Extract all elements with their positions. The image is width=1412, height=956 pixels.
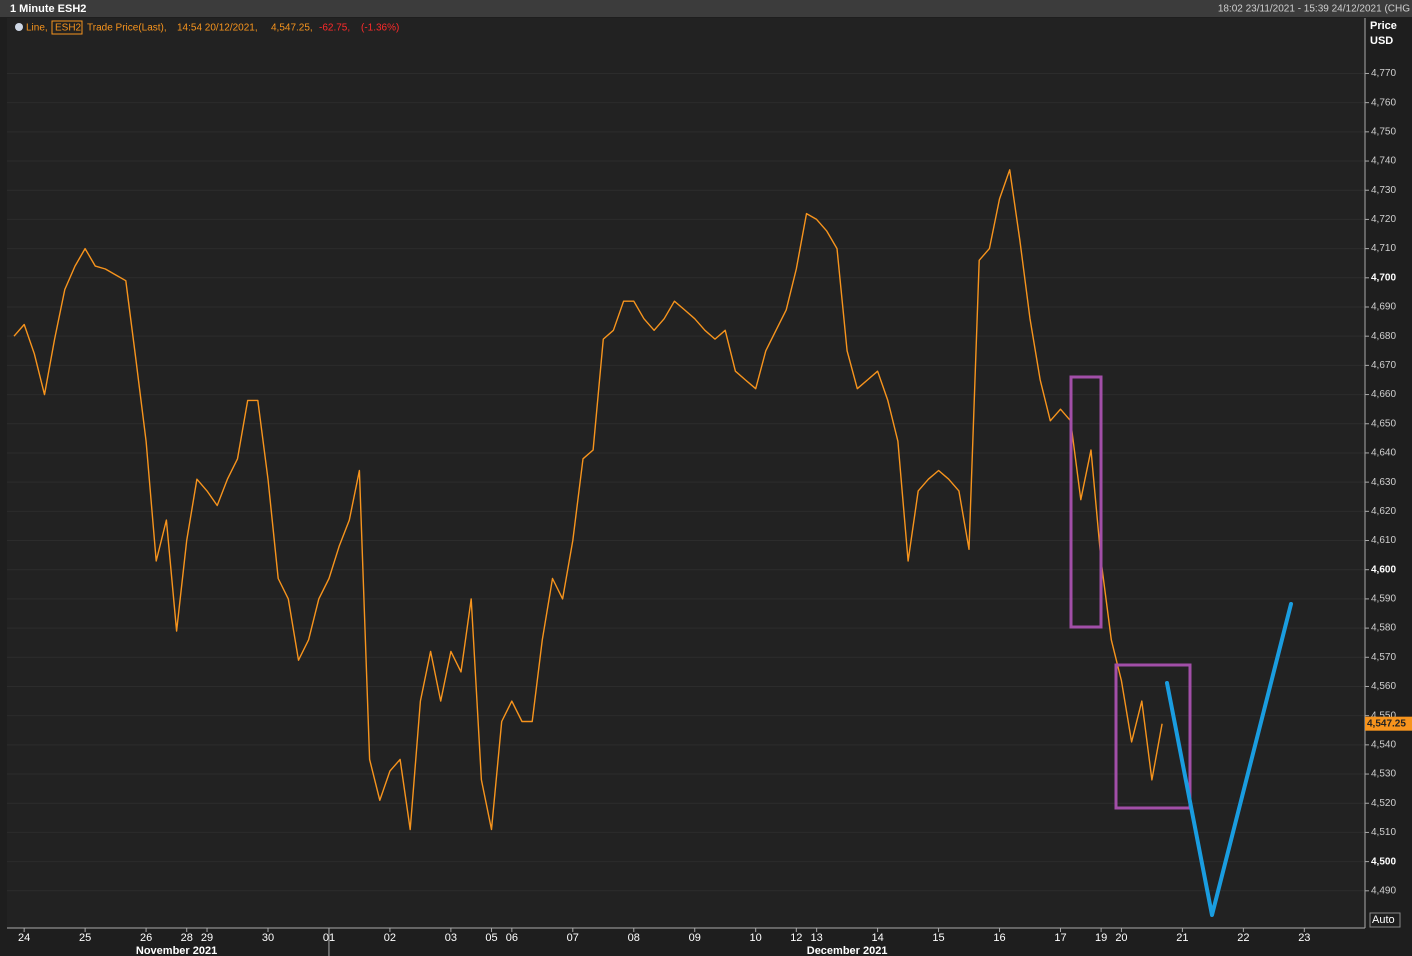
x-tick-label: 02 [384, 932, 396, 944]
x-tick-label: 16 [993, 932, 1005, 944]
x-tick-label: 10 [750, 932, 762, 944]
x-tick-label: 06 [506, 932, 518, 944]
y-tick-label: 4,720 [1371, 214, 1396, 225]
auto-label[interactable]: Auto [1372, 914, 1395, 926]
y-tick-label: 4,740 [1371, 156, 1396, 167]
highlight-box [1069, 375, 1103, 629]
axes: 4,490 4,500 4,510 4,520 4,530 4,540 4,550 4,560… [7, 18, 1412, 956]
date-range: 18:02 23/11/2021 - 15:39 24/12/2021 (CHG [1218, 4, 1410, 15]
month-label: November 2021 [136, 945, 217, 956]
y-tick-label: 4,670 [1371, 360, 1396, 371]
y-tick-label: 4,750 [1371, 126, 1396, 137]
legend-field: Trade Price(Last), [87, 23, 167, 34]
y-tick-label: 4,580 [1371, 623, 1396, 634]
y-tick-label: 4,530 [1371, 769, 1396, 780]
y-tick-label: 4,630 [1371, 477, 1396, 488]
x-tick-label: 23 [1298, 932, 1310, 944]
y-tick-label: 4,700 [1371, 272, 1396, 283]
y-tick-label: 4,490 [1371, 885, 1396, 896]
x-tick-label: 22 [1237, 932, 1249, 944]
x-tick-label: 25 [79, 932, 91, 944]
x-tick-label: 19 [1095, 932, 1107, 944]
x-tick-label: 20 [1115, 932, 1127, 944]
legend-icon [15, 23, 23, 31]
x-tick-label: 17 [1054, 932, 1066, 944]
y-tick-label: 4,730 [1371, 185, 1396, 196]
legend-time: 14:54 20/12/2021, [177, 23, 258, 34]
x-tick-label: 05 [485, 932, 497, 944]
y-tick-label: 4,660 [1371, 389, 1396, 400]
month-label: December 2021 [807, 945, 888, 956]
chart-title: 1 Minute ESH2 [10, 3, 86, 15]
legend-box [51, 20, 83, 35]
y-tick-label: 4,620 [1371, 506, 1396, 517]
y-tick-label: 4,610 [1371, 535, 1396, 546]
marks [13, 169, 1163, 831]
x-tick-label: 08 [628, 932, 640, 944]
legend-series: ESH2 [55, 23, 82, 34]
highlight-box [1114, 663, 1192, 810]
y-tick-label: 4,640 [1371, 448, 1396, 459]
x-tick-label: 28 [181, 932, 193, 944]
title-bar [0, 0, 1412, 17]
y-axis-label: Price [1370, 20, 1397, 32]
y-tick-label: 4,650 [1371, 418, 1396, 429]
y-tick-label: 4,600 [1371, 564, 1396, 575]
x-tick-label: 30 [262, 932, 274, 944]
grid [7, 72, 1365, 892]
y-tick-label: 4,510 [1371, 827, 1396, 838]
x-tick-label: 07 [567, 932, 579, 944]
annotations [1069, 375, 1293, 917]
y-tick-label: 4,550 [1371, 710, 1396, 721]
auto-button[interactable] [1369, 912, 1401, 928]
price-line [13, 169, 1163, 831]
x-tick-label: 09 [689, 932, 701, 944]
x-tick-label: 29 [201, 932, 213, 944]
y-tick-label: 4,560 [1371, 681, 1396, 692]
legend-kind: Line, [26, 23, 48, 34]
x-tick-label: 15 [932, 932, 944, 944]
x-tick-label: 24 [18, 932, 30, 944]
y-axis-unit: USD [1370, 35, 1393, 47]
x-tick-label: 13 [811, 932, 823, 944]
x-tick-label: 03 [445, 932, 457, 944]
drawn-projection [1165, 602, 1293, 917]
y-tick-label: 4,680 [1371, 331, 1396, 342]
y-tick-label: 4,690 [1371, 302, 1396, 313]
legend-last: 4,547.25, [271, 23, 313, 34]
y-tick-label: 4,500 [1371, 856, 1396, 867]
x-tick-label: 26 [140, 932, 152, 944]
y-tick-label: 4,520 [1371, 798, 1396, 809]
y-tick-label: 4,760 [1371, 97, 1396, 108]
x-tick-label: 12 [790, 932, 802, 944]
y-tick-label: 4,570 [1371, 652, 1396, 663]
legend-change: -62.75, [319, 23, 350, 34]
x-tick-label: 14 [871, 932, 883, 944]
y-tick-label: 4,770 [1371, 68, 1396, 79]
y-tick-label: 4,710 [1371, 243, 1396, 254]
last-price-label: 4,547.25 [1367, 718, 1406, 729]
x-tick-label: 21 [1176, 932, 1188, 944]
last-price-box [1365, 716, 1412, 731]
y-tick-label: 4,540 [1371, 739, 1396, 750]
legend-change-pct: (-1.36%) [361, 23, 399, 34]
y-tick-label: 4,590 [1371, 594, 1396, 605]
plot-area [7, 18, 1365, 928]
